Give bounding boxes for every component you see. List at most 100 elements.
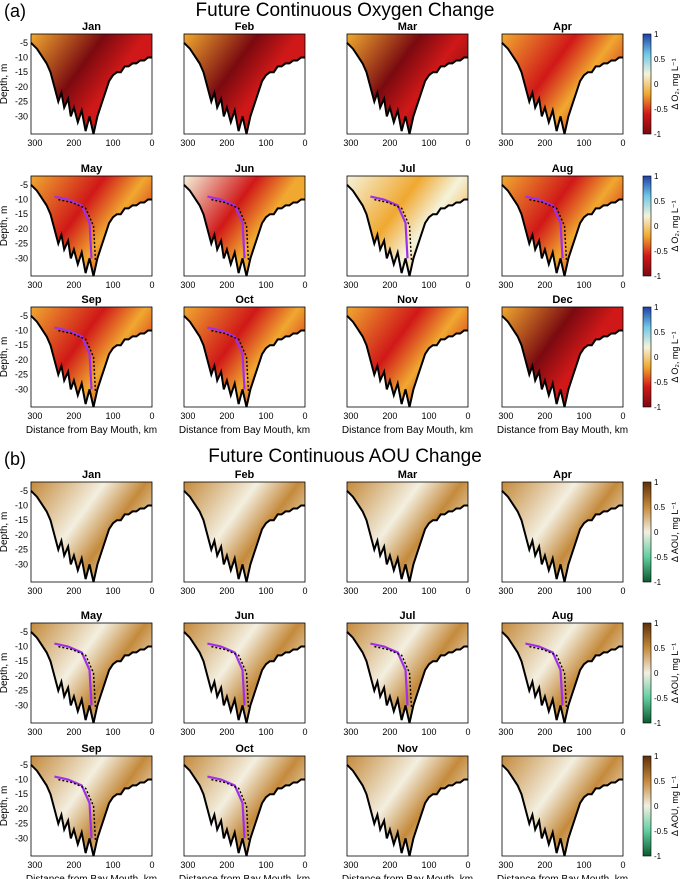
y-tick-label: -30 [15, 559, 28, 569]
x-tick-label: 100 [258, 860, 273, 870]
axes-frame [346, 33, 469, 135]
x-tick-label: 100 [258, 727, 273, 737]
colorbar-tick: -0.5 [654, 694, 668, 703]
x-tick-label: 300 [27, 280, 42, 290]
month-title: Oct [235, 743, 254, 755]
x-tick-label: 300 [343, 411, 358, 421]
y-tick-label: -20 [15, 804, 28, 814]
month-title: May [81, 610, 103, 622]
x-tick-label: 300 [498, 860, 513, 870]
bathymetry-line [30, 184, 152, 277]
x-tick-label: 100 [258, 586, 273, 596]
x-tick-label: 100 [258, 138, 273, 148]
field-oxy-dec [502, 307, 623, 407]
colorbar-tick: -0.5 [654, 553, 668, 562]
panel-b-label: (b) [4, 449, 26, 469]
field-aou-sep [31, 756, 152, 856]
x-tick-label: 300 [180, 860, 195, 870]
y-tick-label: -10 [15, 195, 28, 205]
y-tick-label: -25 [15, 686, 28, 696]
x-axis-label: Distance from Bay Mouth, km [26, 425, 157, 436]
subplot-aou-apr: Apr 300 200 100 0 [498, 469, 625, 596]
x-tick-label: 0 [465, 860, 470, 870]
axes-frame [183, 175, 306, 277]
axes-frame [501, 755, 624, 857]
y-tick-label: -25 [15, 97, 28, 107]
x-tick-label: 200 [66, 411, 81, 421]
x-tick-label: 200 [537, 586, 552, 596]
colorbar-tick: -1 [654, 719, 662, 728]
month-title: Sep [81, 743, 101, 755]
x-tick-label: 300 [180, 280, 195, 290]
colorbar: 1 0.5 0 -0.5 -1 Δ O₂, mg L⁻¹ [642, 172, 680, 281]
month-title: Nov [397, 743, 419, 755]
x-axis-label: Distance from Bay Mouth, km [497, 425, 628, 436]
axes-frame [346, 622, 469, 724]
colorbar-label: Δ AOU, mg L⁻¹ [670, 776, 680, 836]
x-tick-label: 300 [343, 860, 358, 870]
colorbar-tick: 0.5 [654, 503, 666, 512]
month-title: Apr [553, 469, 573, 481]
x-tick-label: 100 [576, 280, 591, 290]
field-aou-nov [347, 756, 468, 856]
axes-frame [183, 306, 306, 408]
dotted-contour [58, 645, 97, 709]
y-tick-label: -10 [15, 642, 28, 652]
month-title: Sep [81, 294, 101, 306]
month-title: Jan [82, 21, 101, 33]
y-tick-label: -5 [20, 486, 28, 496]
purple-contour [54, 642, 93, 706]
colorbar: 1 0.5 0 -0.5 -1 Δ O₂, mg L⁻¹ [642, 303, 680, 412]
x-axis-label: Distance from Bay Mouth, km [26, 874, 157, 879]
x-tick-label: 100 [105, 280, 120, 290]
field-aou-jan [31, 482, 152, 582]
panel-a-colorbars: 1 0.5 0 -0.5 -1 Δ O₂, mg L⁻¹ 1 0.5 0 -0.5 -1 Δ O₂, … [642, 30, 680, 412]
bathymetry-line [501, 764, 623, 857]
subplot-oxy-jul: Jul 300 200 100 0 [343, 163, 470, 290]
y-axis-label: Depth, m [0, 337, 10, 378]
subplot-oxy-may: May -5 -10 -15 -20 -25 -30 Depth, m 300 200 100 0 [0, 163, 155, 290]
field-oxy-feb [184, 34, 305, 134]
purple-contour [207, 326, 246, 390]
x-tick-label: 200 [537, 138, 552, 148]
subplot-aou-may: May -5 -10 -15 -20 -25 -30 Depth, m 300 200 100 0 [0, 610, 155, 737]
x-tick-label: 300 [343, 280, 358, 290]
y-tick-label: -25 [15, 545, 28, 555]
dotted-contour [211, 198, 250, 262]
month-title: Dec [552, 743, 572, 755]
purple-contour [54, 195, 93, 259]
y-tick-label: -30 [15, 111, 28, 121]
bathymetry-line [346, 631, 468, 724]
colorbar-tick: -1 [654, 852, 662, 861]
colorbar-label: Δ O₂, mg L⁻¹ [670, 58, 680, 109]
y-axis-label: Depth, m [0, 64, 10, 105]
colorbar-tick: -0.5 [654, 827, 668, 836]
axes-frame [346, 175, 469, 277]
x-tick-label: 100 [576, 586, 591, 596]
colorbar-tick: -0.5 [654, 378, 668, 387]
x-tick-label: 300 [343, 586, 358, 596]
panel-a-title: Future Continuous Oxygen Change [196, 0, 495, 21]
axes-frame [346, 306, 469, 408]
month-title: Feb [235, 469, 255, 481]
colorbar: 1 0.5 0 -0.5 -1 Δ AOU, mg L⁻¹ [642, 478, 680, 587]
colorbar-tick: 1 [654, 752, 659, 761]
x-tick-label: 0 [620, 727, 625, 737]
month-title: Mar [398, 21, 418, 33]
y-tick-label: -20 [15, 530, 28, 540]
x-tick-label: 100 [105, 586, 120, 596]
x-tick-label: 200 [537, 727, 552, 737]
bathymetry-line [183, 184, 305, 277]
field-oxy-mar [347, 34, 468, 134]
subplot-oxy-jun: Jun 300 200 100 0 [180, 163, 307, 290]
bathymetry-line [183, 764, 305, 857]
x-tick-label: 0 [302, 586, 307, 596]
x-axis-label: Distance from Bay Mouth, km [342, 425, 473, 436]
colorbar-tick: -1 [654, 578, 662, 587]
x-tick-label: 100 [105, 138, 120, 148]
y-tick-label: -15 [15, 789, 28, 799]
colorbar-tick: -1 [654, 130, 662, 139]
colorbar-gradient [642, 755, 652, 857]
x-tick-label: 0 [149, 138, 154, 148]
